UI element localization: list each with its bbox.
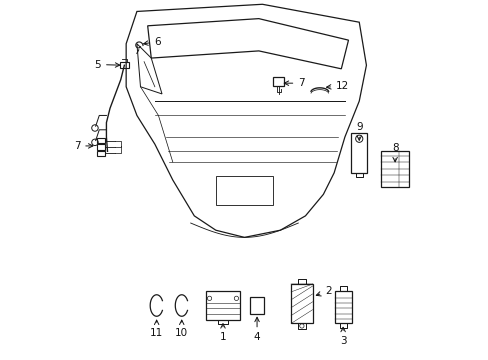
Bar <box>290 284 312 323</box>
Bar <box>97 150 104 156</box>
Text: 5: 5 <box>94 59 120 69</box>
Text: 2: 2 <box>316 286 331 296</box>
Text: 3: 3 <box>339 327 346 346</box>
Text: 12: 12 <box>326 81 348 91</box>
Text: 9: 9 <box>355 122 362 140</box>
Bar <box>249 297 264 314</box>
Bar <box>97 144 104 149</box>
Bar <box>205 291 240 320</box>
Bar <box>381 151 408 187</box>
Text: 6: 6 <box>143 37 161 46</box>
Bar <box>97 138 104 143</box>
Text: 4: 4 <box>253 317 260 342</box>
Text: 7: 7 <box>284 78 305 88</box>
Bar <box>351 134 366 173</box>
Bar <box>120 62 128 68</box>
Bar <box>215 176 273 205</box>
Text: 10: 10 <box>175 320 188 338</box>
Bar <box>334 291 351 323</box>
Bar <box>273 77 284 86</box>
Text: 8: 8 <box>391 143 398 162</box>
Text: 7: 7 <box>74 141 93 151</box>
Text: 11: 11 <box>150 320 163 338</box>
Text: 1: 1 <box>219 324 226 342</box>
